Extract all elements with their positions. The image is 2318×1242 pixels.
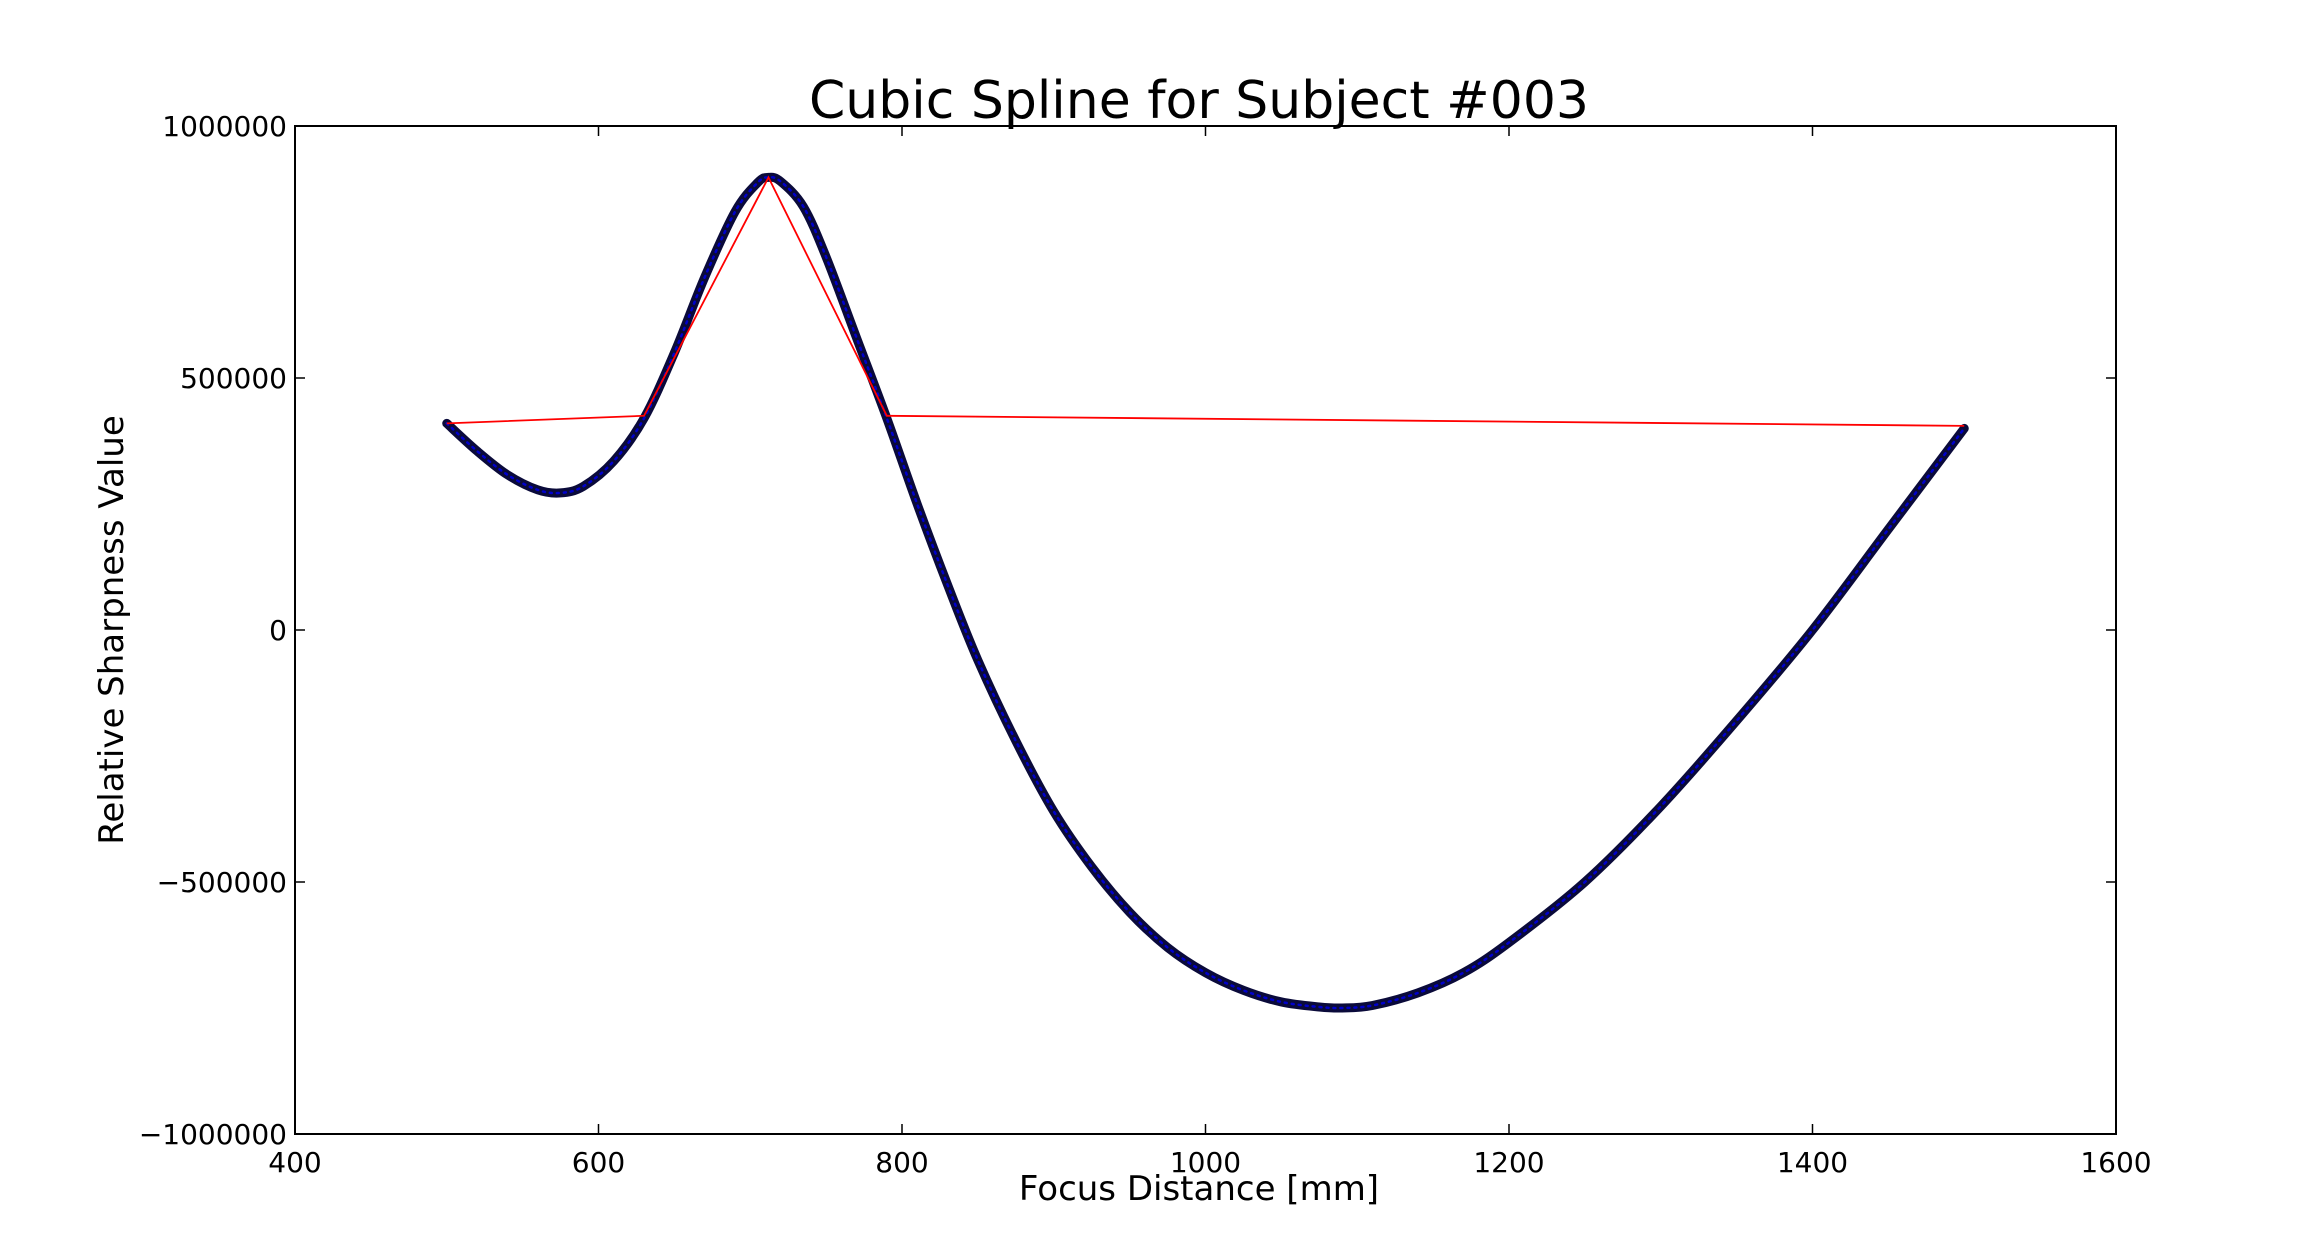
x-axis-label: Focus Distance [mm] [1019, 1169, 1379, 1209]
plot-frame [294, 125, 2117, 1135]
x-tick-label: 600 [572, 1146, 625, 1179]
linear-series-line [446, 175, 1965, 427]
x-tick-label: 800 [875, 1146, 928, 1179]
x-tick-label: 1600 [2080, 1146, 2151, 1179]
spline-series-line [442, 172, 1969, 1013]
y-tick-label: 500000 [180, 362, 287, 395]
x-tick-label: 1200 [1473, 1146, 1544, 1179]
y-tick-label: −500000 [157, 866, 287, 899]
x-tick-label: 1400 [1777, 1146, 1848, 1179]
spline-series-markers [445, 176, 1966, 1010]
series-layer [442, 172, 1969, 1013]
x-tick-label: 1000 [1170, 1146, 1241, 1179]
tick-layer: 400 600 800 1000 1200 1400 1600 −1000000 −500000… [139, 110, 2152, 1179]
y-axis-label: Relative Sharpness Value [92, 415, 132, 845]
chart-title: Cubic Spline for Subject #003 [809, 71, 1589, 131]
y-tick-label: 0 [269, 614, 287, 647]
y-tick-label: −1000000 [139, 1118, 287, 1151]
x-tick-label: 400 [268, 1146, 321, 1179]
y-tick-label: 1000000 [162, 110, 287, 143]
